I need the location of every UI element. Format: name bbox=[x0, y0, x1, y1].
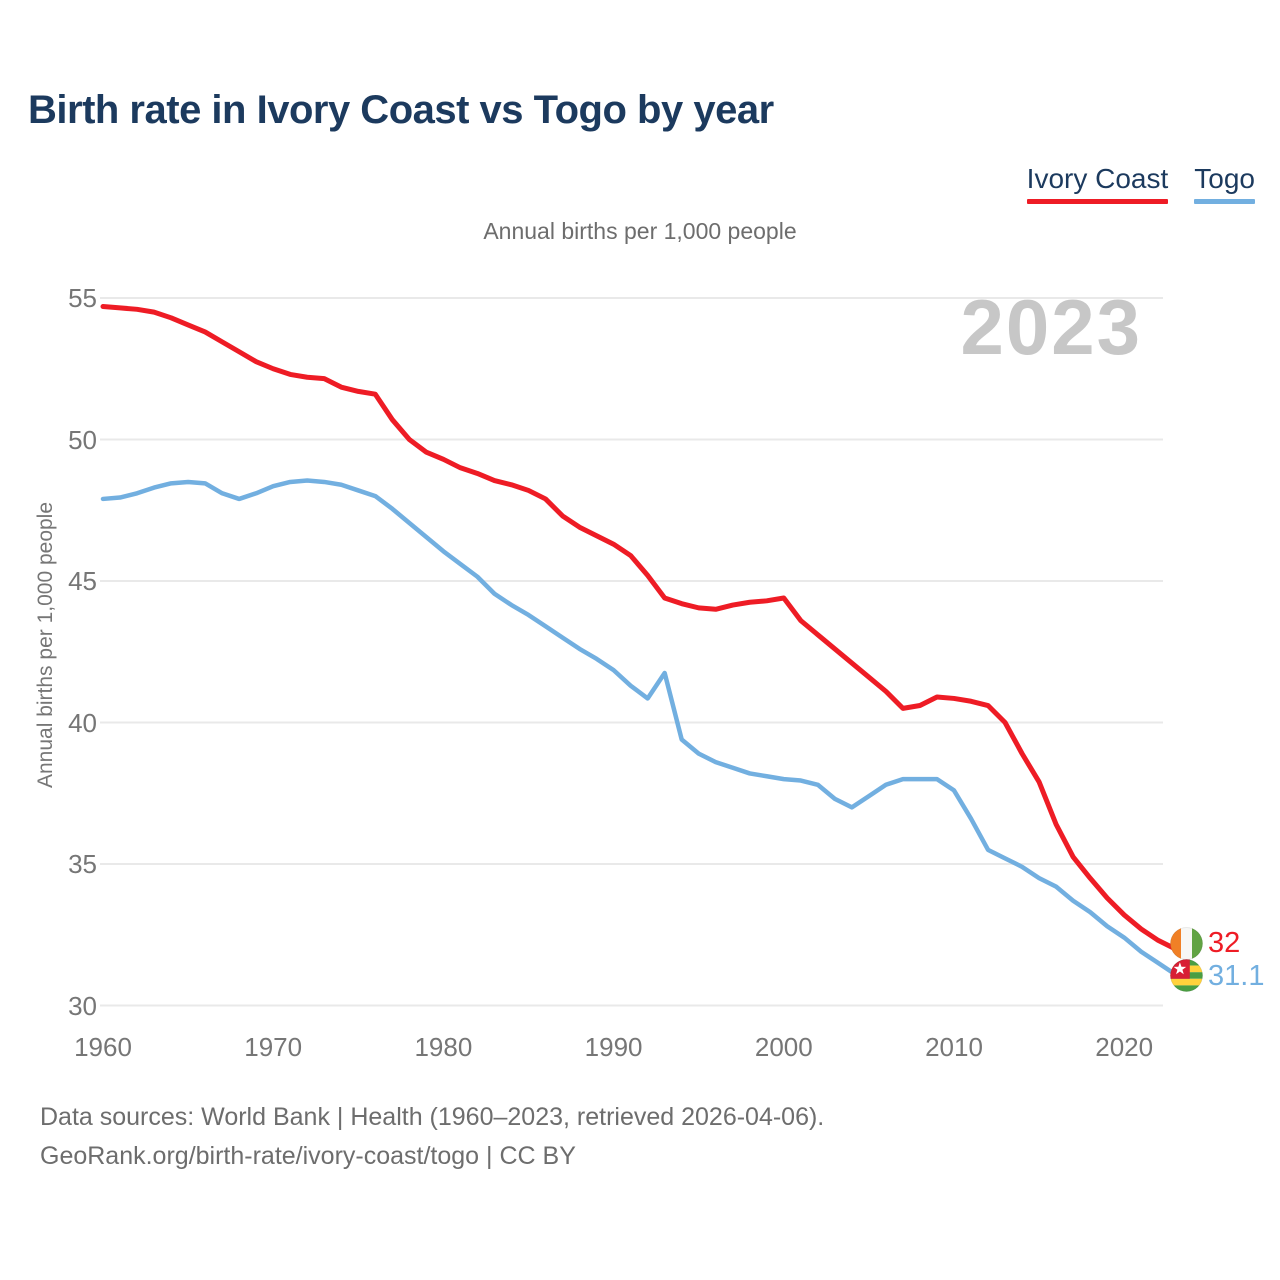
legend-item-ivory-coast[interactable]: Ivory Coast bbox=[1026, 163, 1169, 204]
y-tick-label: 30 bbox=[68, 990, 97, 1021]
footer: Data sources: World Bank | Health (1960–… bbox=[40, 1098, 824, 1176]
x-tick-label: 2000 bbox=[754, 1032, 813, 1062]
y-tick-label: 40 bbox=[68, 707, 97, 738]
legend-label-ivory-coast: Ivory Coast bbox=[1026, 163, 1169, 194]
y-tick-label: 35 bbox=[68, 849, 97, 879]
chart-subtitle: Annual births per 1,000 people bbox=[483, 218, 797, 244]
x-tick-label: 1960 bbox=[74, 1032, 132, 1062]
legend: Ivory Coast Togo bbox=[1026, 163, 1255, 204]
end-value-ivory-coast: 32 bbox=[1208, 927, 1241, 959]
footer-attribution: GeoRank.org/birth-rate/ivory-coast/togo … bbox=[40, 1142, 576, 1170]
end-value-togo: 31.1 bbox=[1208, 960, 1265, 992]
legend-underline-togo bbox=[1194, 199, 1255, 204]
ivory-coast-flag-icon bbox=[1170, 927, 1203, 960]
series-line-ivory-coast[interactable] bbox=[100, 303, 1178, 952]
x-tick-label: 2020 bbox=[1095, 1032, 1154, 1062]
legend-label-togo: Togo bbox=[1194, 163, 1255, 194]
y-tick-label: 50 bbox=[68, 424, 97, 455]
x-tick-label: 2010 bbox=[925, 1032, 983, 1062]
y-tick-label: 55 bbox=[68, 283, 97, 313]
legend-item-togo[interactable]: Togo bbox=[1194, 163, 1255, 204]
page-title: Birth rate in Ivory Coast vs Togo by yea… bbox=[28, 88, 774, 132]
x-tick-label: 1980 bbox=[414, 1032, 473, 1062]
y-tick-label: 45 bbox=[68, 566, 97, 596]
series-line-togo[interactable] bbox=[100, 478, 1178, 977]
x-tick-label: 1990 bbox=[584, 1032, 643, 1062]
legend-underline-ivory-coast bbox=[1026, 199, 1169, 204]
footer-data-sources: Data sources: World Bank | Health (1960–… bbox=[40, 1103, 825, 1131]
togo-flag-icon bbox=[1170, 959, 1203, 992]
x-tick-label: 1970 bbox=[244, 1032, 303, 1062]
